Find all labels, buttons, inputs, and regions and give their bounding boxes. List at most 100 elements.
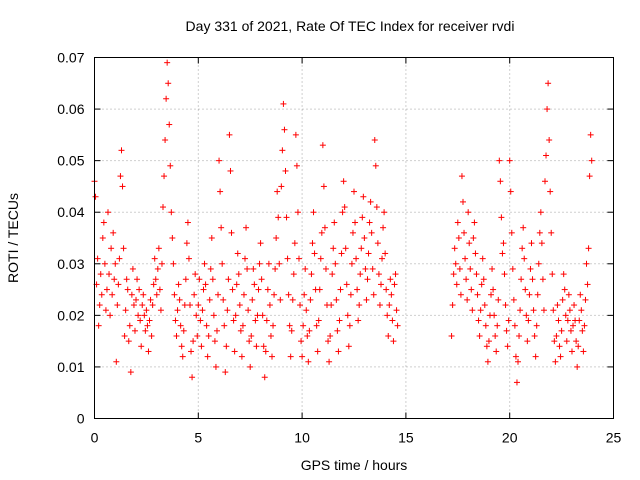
data-point bbox=[318, 229, 325, 236]
data-point bbox=[184, 219, 191, 226]
data-point bbox=[540, 307, 547, 314]
data-point bbox=[101, 260, 108, 267]
data-point bbox=[308, 271, 315, 278]
data-point bbox=[211, 338, 218, 345]
data-point bbox=[322, 265, 329, 272]
data-point bbox=[223, 343, 230, 350]
data-point bbox=[162, 137, 169, 144]
data-point bbox=[377, 281, 384, 288]
data-point bbox=[168, 209, 175, 216]
data-point bbox=[138, 343, 145, 350]
data-point bbox=[392, 271, 399, 278]
data-point bbox=[261, 374, 268, 381]
data-point bbox=[244, 265, 251, 272]
plot-frame bbox=[94, 57, 614, 419]
data-point bbox=[391, 281, 398, 288]
data-point bbox=[97, 271, 104, 278]
data-point bbox=[334, 327, 341, 334]
data-point bbox=[536, 229, 543, 236]
data-point bbox=[578, 307, 585, 314]
data-point bbox=[315, 317, 322, 324]
data-point bbox=[170, 260, 177, 267]
data-point bbox=[282, 167, 289, 174]
data-point bbox=[554, 302, 561, 309]
data-point bbox=[491, 312, 498, 319]
data-point bbox=[234, 250, 241, 257]
data-point bbox=[246, 338, 253, 345]
data-point bbox=[206, 296, 213, 303]
data-point bbox=[567, 327, 574, 334]
data-point bbox=[288, 327, 295, 334]
data-point bbox=[190, 338, 197, 345]
data-point bbox=[320, 183, 327, 190]
data-point bbox=[146, 317, 153, 324]
data-point bbox=[506, 157, 513, 164]
data-point bbox=[121, 332, 128, 339]
data-point bbox=[153, 291, 160, 298]
data-point bbox=[307, 296, 314, 303]
data-point bbox=[466, 240, 473, 247]
y-tick-label: 0.03 bbox=[57, 256, 84, 272]
data-point bbox=[157, 307, 164, 314]
data-point bbox=[235, 271, 242, 278]
data-point bbox=[277, 296, 284, 303]
data-point bbox=[250, 265, 257, 272]
data-point bbox=[114, 302, 121, 309]
data-point bbox=[464, 296, 471, 303]
data-point bbox=[495, 296, 502, 303]
data-point bbox=[357, 271, 364, 278]
x-tick-label: 5 bbox=[194, 430, 202, 446]
data-point bbox=[359, 214, 366, 221]
data-point bbox=[552, 358, 559, 365]
data-point bbox=[221, 322, 228, 329]
data-point bbox=[551, 338, 558, 345]
data-point bbox=[108, 245, 115, 252]
data-point bbox=[147, 296, 154, 303]
data-point bbox=[585, 245, 592, 252]
data-point bbox=[529, 276, 536, 283]
data-point bbox=[501, 271, 508, 278]
data-point bbox=[224, 307, 231, 314]
data-point bbox=[122, 307, 129, 314]
data-point bbox=[242, 255, 249, 262]
data-point bbox=[553, 332, 560, 339]
data-point bbox=[248, 332, 255, 339]
data-point bbox=[300, 322, 307, 329]
data-point bbox=[135, 312, 142, 319]
data-points bbox=[91, 59, 595, 386]
data-point bbox=[151, 255, 158, 262]
data-point bbox=[289, 296, 296, 303]
data-point bbox=[319, 142, 326, 149]
data-point bbox=[204, 353, 211, 360]
data-point bbox=[335, 348, 342, 355]
data-point bbox=[456, 265, 463, 272]
data-point bbox=[306, 327, 313, 334]
data-point bbox=[290, 271, 297, 278]
data-point bbox=[286, 322, 293, 329]
data-point bbox=[218, 224, 225, 231]
data-point bbox=[510, 296, 517, 303]
data-point bbox=[119, 183, 126, 190]
data-point bbox=[236, 302, 243, 309]
data-point bbox=[127, 369, 134, 376]
data-point bbox=[469, 307, 476, 314]
data-point bbox=[310, 209, 317, 216]
data-point bbox=[459, 198, 466, 205]
data-point bbox=[213, 327, 220, 334]
data-point bbox=[362, 265, 369, 272]
data-point bbox=[503, 327, 510, 334]
data-point bbox=[520, 224, 527, 231]
data-point bbox=[457, 291, 464, 298]
data-point bbox=[537, 209, 544, 216]
data-point bbox=[388, 291, 395, 298]
data-point bbox=[185, 255, 192, 262]
data-point bbox=[475, 317, 482, 324]
data-point bbox=[478, 281, 485, 288]
data-point bbox=[299, 353, 306, 360]
data-point bbox=[545, 80, 552, 87]
data-point bbox=[216, 157, 223, 164]
data-point bbox=[519, 245, 526, 252]
data-point bbox=[112, 260, 119, 267]
data-point bbox=[272, 265, 279, 272]
data-point bbox=[557, 353, 564, 360]
